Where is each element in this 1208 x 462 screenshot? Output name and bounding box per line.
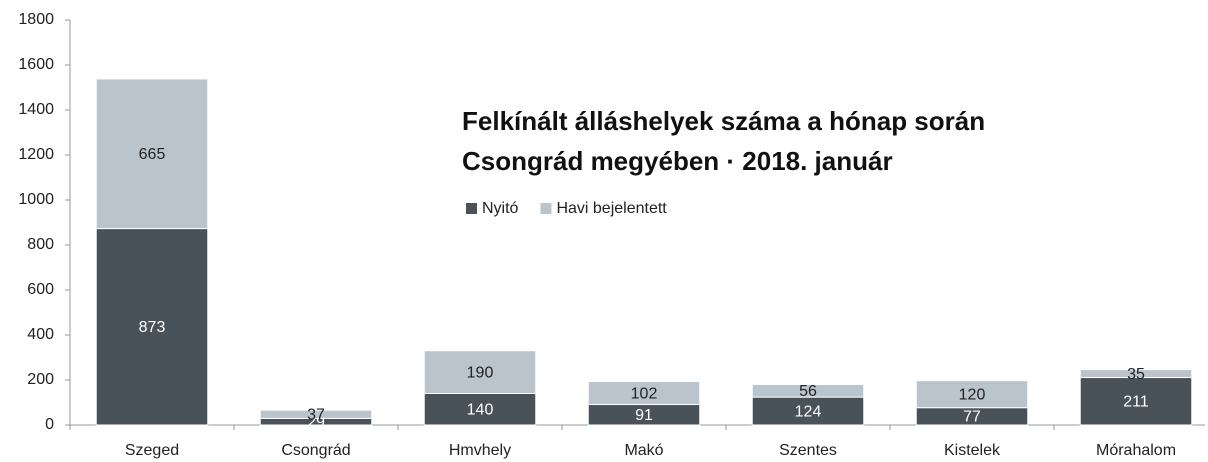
legend-label: Nyitó	[482, 200, 519, 217]
bar-segment	[95, 78, 209, 230]
bar-segment	[259, 409, 373, 419]
bar-segment	[423, 350, 537, 394]
y-tick-label: 600	[27, 281, 54, 298]
data-label: 91	[635, 407, 653, 424]
y-tick-label: 1200	[18, 146, 54, 163]
data-label: 190	[467, 364, 494, 381]
data-label: 77	[963, 409, 981, 426]
legend-swatch	[466, 203, 477, 214]
bar-segment	[95, 228, 209, 426]
chart-title: Felkínált álláshelyek száma a hónap sorá…	[462, 106, 985, 136]
y-tick-label: 200	[27, 371, 54, 388]
y-tick-label: 800	[27, 236, 54, 253]
bar-segment	[751, 396, 865, 426]
legend-swatch	[540, 203, 552, 214]
y-tick-label: 1400	[18, 101, 54, 118]
bar-segment	[1079, 377, 1193, 426]
bar-segment	[587, 381, 701, 406]
data-label: 37	[307, 407, 325, 424]
x-tick-label: Szentes	[779, 442, 837, 459]
data-label: 35	[1127, 366, 1145, 383]
legend-label: Havi bejelentett	[556, 200, 667, 217]
x-tick-label: Csongrád	[281, 442, 350, 459]
data-label: 102	[631, 385, 658, 402]
y-tick-label: 400	[27, 326, 54, 343]
data-label: 873	[139, 319, 166, 336]
y-tick-label: 1800	[18, 11, 54, 28]
y-tick-label: 0	[45, 416, 54, 433]
x-tick-label: Kistelek	[944, 442, 1001, 459]
data-label: 124	[795, 403, 822, 420]
x-tick-label: Mórahalom	[1096, 442, 1176, 459]
bar-segment	[423, 393, 537, 426]
bar-segment	[1079, 369, 1193, 379]
data-label: 56	[799, 383, 817, 400]
data-label: 120	[959, 386, 986, 403]
y-tick-label: 1000	[18, 191, 54, 208]
data-label: 140	[467, 401, 494, 418]
bar-segment	[915, 380, 1029, 409]
x-tick-label: Makó	[624, 442, 663, 459]
y-tick-label: 1600	[18, 56, 54, 73]
x-tick-label: Szeged	[125, 442, 179, 459]
data-label: 665	[139, 146, 166, 163]
data-label: 211	[1123, 393, 1149, 410]
chart-title: Csongrád megyében · 2018. január	[462, 146, 893, 176]
bar-segment	[751, 384, 865, 398]
x-tick-label: Hmvhely	[449, 442, 511, 459]
